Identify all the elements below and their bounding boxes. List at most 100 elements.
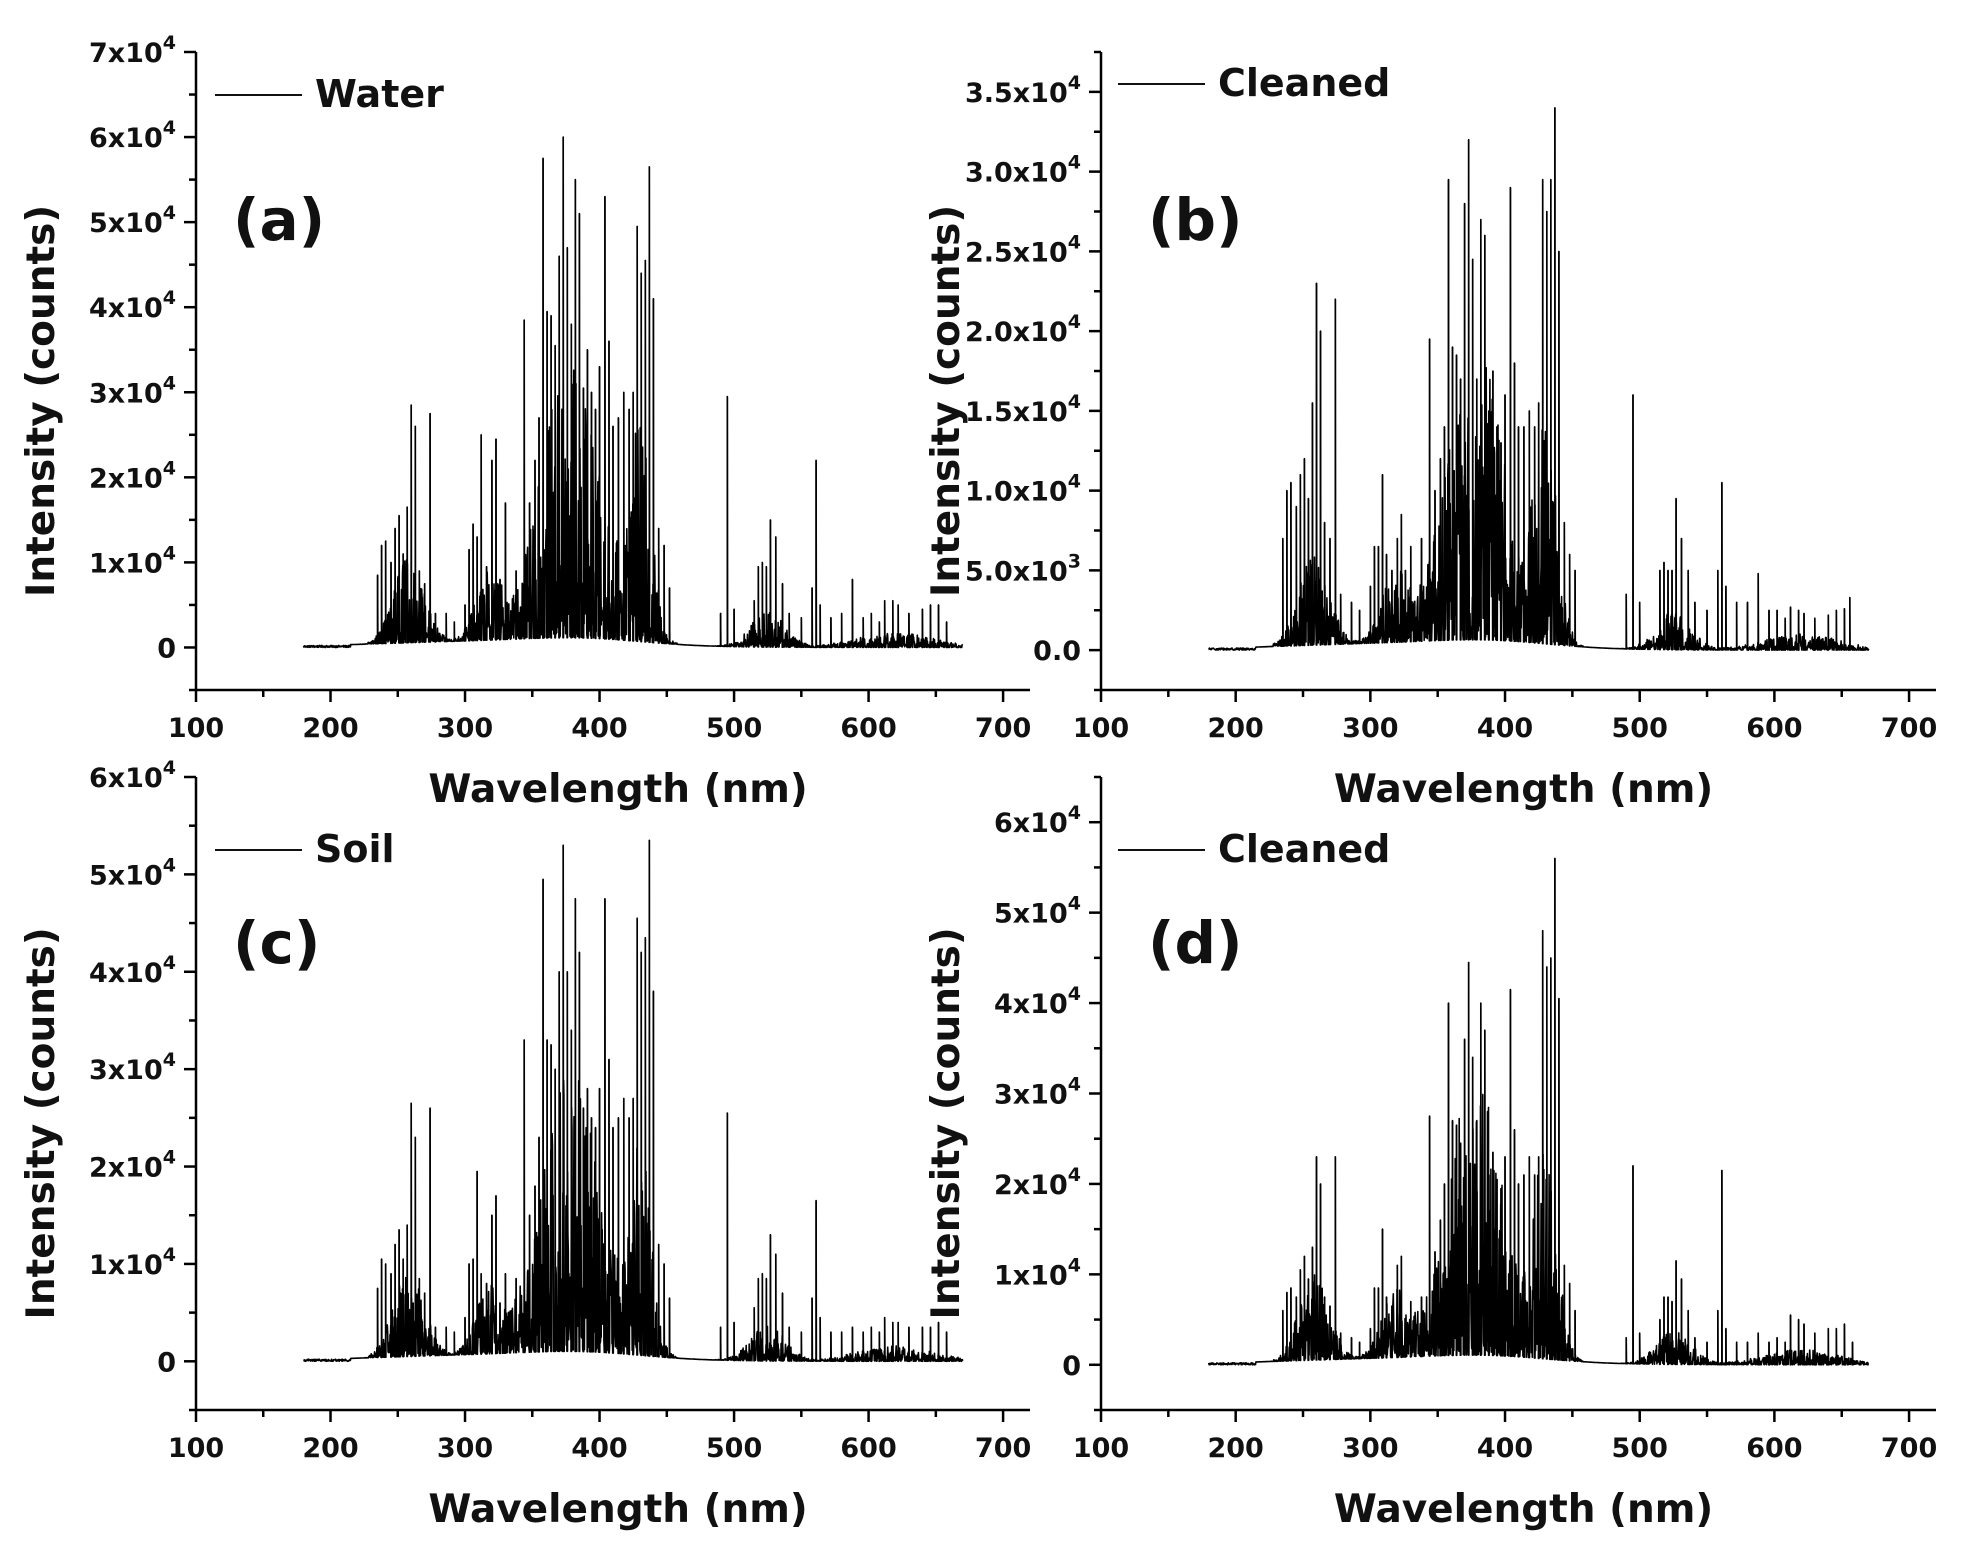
y-tick-exponent: 4 <box>163 1049 176 1071</box>
y-tick-exponent: 4 <box>1068 893 1081 915</box>
y-tick-label: 4x104 <box>89 952 176 989</box>
y-tick-base: 4x10 <box>994 989 1068 1020</box>
y-tick-base: 1x10 <box>89 1250 163 1281</box>
y-tick-label: 2.5x104 <box>965 231 1081 268</box>
y-tick-label: 2.0x104 <box>965 311 1081 348</box>
y-tick-exponent: 4 <box>163 952 176 974</box>
x-tick-label: 200 <box>302 713 358 744</box>
chart-panel-d: 100 200 300 400 500 600 70001x1042x1043x1044x1… <box>924 775 1937 1532</box>
chart-panel-b: 100 200 300 400 500 600 7000.05.0x1031.0x1041.… <box>924 50 1937 812</box>
y-tick-exponent: 4 <box>163 757 176 779</box>
x-tick-label: 100 <box>1073 713 1129 744</box>
y-tick-exponent: 4 <box>1068 1074 1081 1096</box>
y-tick-base: 3x10 <box>89 1055 163 1086</box>
y-tick-base: 3x10 <box>89 378 163 409</box>
x-tick-label: 700 <box>1881 1433 1937 1464</box>
y-tick-base: 5x10 <box>89 860 163 891</box>
y-tick-exponent: 4 <box>1068 152 1081 174</box>
x-tick-label: 600 <box>840 713 896 744</box>
x-tick-label: 600 <box>1746 1433 1802 1464</box>
x-tick-label: 600 <box>840 1433 896 1464</box>
y-tick-base: 7x10 <box>89 38 163 69</box>
legend-label: Cleaned <box>1218 61 1390 105</box>
y-tick-base: 2x10 <box>994 1170 1068 1201</box>
x-axis-title: Wavelength (nm) <box>1334 767 1713 812</box>
y-tick-base: 6x10 <box>89 123 163 154</box>
y-tick-label: 2x104 <box>89 457 176 494</box>
x-tick-label: 500 <box>706 1433 762 1464</box>
x-tick-label: 200 <box>302 1433 358 1464</box>
y-tick-base: 6x10 <box>89 763 163 794</box>
y-axis-title: Intensity (counts) <box>19 205 64 597</box>
y-tick-base: 2x10 <box>89 463 163 494</box>
panel-label: (a) <box>233 186 325 254</box>
y-tick-exponent: 4 <box>1068 802 1081 824</box>
legend-label: Cleaned <box>1218 827 1390 871</box>
y-tick-base: 2.0x10 <box>965 317 1068 348</box>
x-tick-label: 700 <box>975 713 1031 744</box>
y-tick-exponent: 4 <box>1068 983 1081 1005</box>
y-tick-label: 5x104 <box>89 854 176 891</box>
y-tick-label: 2x104 <box>89 1147 176 1184</box>
y-tick-label: 1.5x104 <box>965 391 1081 428</box>
x-tick-label: 400 <box>1477 713 1533 744</box>
y-tick-exponent: 4 <box>1068 1254 1081 1276</box>
y-tick-exponent: 4 <box>1068 311 1081 333</box>
y-tick-exponent: 4 <box>1068 1164 1081 1186</box>
x-tick-label: 300 <box>437 713 493 744</box>
x-tick-label: 500 <box>706 713 762 744</box>
panel-label: (c) <box>233 909 320 977</box>
y-tick-label: 6x104 <box>89 757 176 794</box>
y-tick-exponent: 4 <box>163 1244 176 1266</box>
x-axis-title: Wavelength (nm) <box>1334 1487 1713 1532</box>
y-tick-exponent: 4 <box>163 117 176 139</box>
x-tick-label: 600 <box>1746 713 1802 744</box>
y-tick-base: 3.5x10 <box>965 78 1068 109</box>
y-tick-label: 0 <box>157 633 176 664</box>
x-tick-label: 700 <box>1881 713 1937 744</box>
y-tick-base: 4x10 <box>89 958 163 989</box>
y-axis-title: Intensity (counts) <box>924 927 969 1319</box>
y-tick-label: 0.0 <box>1033 636 1081 667</box>
legend-label: Soil <box>315 827 395 871</box>
x-tick-label: 300 <box>437 1433 493 1464</box>
y-tick-base: 5x10 <box>89 208 163 239</box>
y-tick-label: 4x104 <box>994 983 1081 1020</box>
y-tick-label: 1x104 <box>994 1254 1081 1291</box>
y-tick-exponent: 4 <box>163 854 176 876</box>
y-tick-label: 1.0x104 <box>965 471 1081 508</box>
x-axis-title: Wavelength (nm) <box>428 1487 807 1532</box>
y-tick-base: 4x10 <box>89 293 163 324</box>
y-tick-base: 3x10 <box>994 1080 1068 1111</box>
legend-label: Water <box>315 72 444 116</box>
y-tick-base: 6x10 <box>994 808 1068 839</box>
y-tick-label: 3.5x104 <box>965 72 1081 109</box>
chart-panel-a: 100 200 300 400 500 600 70001x1042x1043x1044x1… <box>19 32 1031 812</box>
y-tick-exponent: 4 <box>163 372 176 394</box>
y-tick-base: 1.0x10 <box>965 477 1068 508</box>
x-axis-title: Wavelength (nm) <box>428 767 807 812</box>
y-tick-exponent: 4 <box>1068 231 1081 253</box>
x-tick-label: 200 <box>1207 1433 1263 1464</box>
x-tick-label: 500 <box>1612 1433 1668 1464</box>
y-tick-label: 4x104 <box>89 287 176 324</box>
y-tick-label: 0 <box>1062 1351 1081 1382</box>
y-tick-label: 2x104 <box>994 1164 1081 1201</box>
x-tick-label: 200 <box>1207 713 1263 744</box>
y-tick-base: 1x10 <box>994 1260 1068 1291</box>
y-axis-title: Intensity (counts) <box>19 927 64 1319</box>
y-tick-exponent: 4 <box>1068 471 1081 493</box>
y-tick-base: 3.0x10 <box>965 158 1068 189</box>
y-tick-exponent: 4 <box>163 542 176 564</box>
y-tick-exponent: 3 <box>1068 550 1081 572</box>
y-tick-base: 1x10 <box>89 548 163 579</box>
x-tick-label: 400 <box>571 1433 627 1464</box>
y-tick-label: 7x104 <box>89 32 176 69</box>
y-tick-label: 6x104 <box>89 117 176 154</box>
y-tick-label: 5x104 <box>994 893 1081 930</box>
x-tick-label: 300 <box>1342 713 1398 744</box>
y-tick-base: 2x10 <box>89 1153 163 1184</box>
y-tick-exponent: 4 <box>163 202 176 224</box>
y-tick-base: 1.5x10 <box>965 397 1068 428</box>
